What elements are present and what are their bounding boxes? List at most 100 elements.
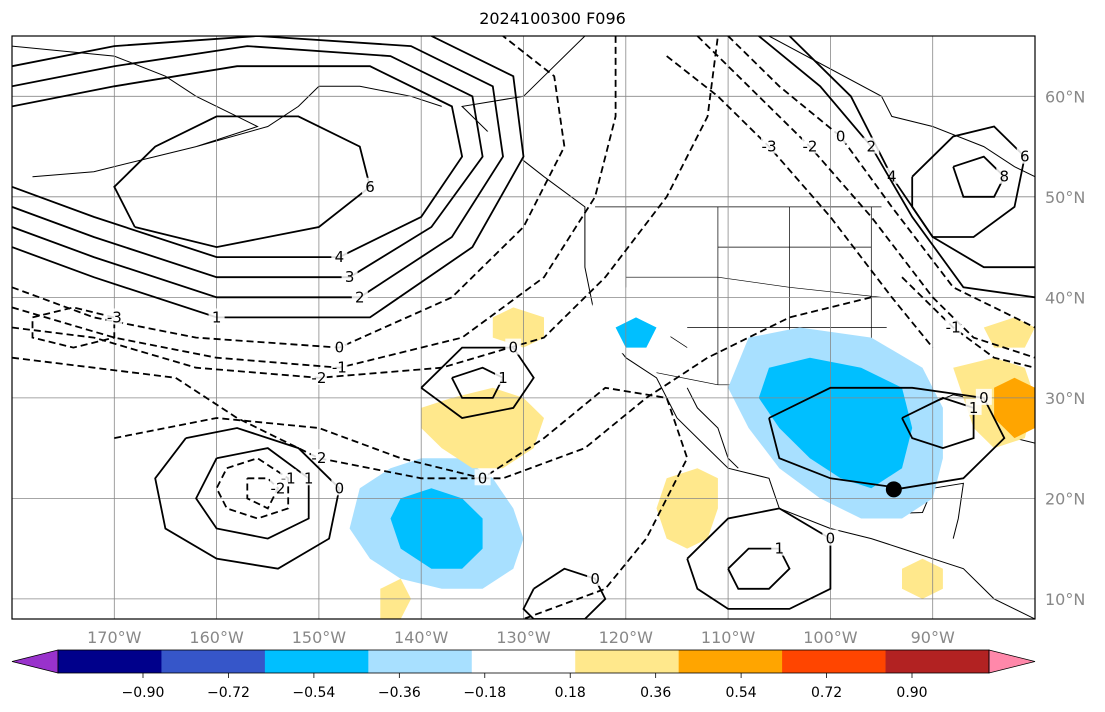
contour-label: 8 <box>1000 168 1010 186</box>
contour-label: 1 <box>969 399 979 417</box>
contour-line <box>952 155 1006 198</box>
y-tick-label: 50°N <box>1045 188 1085 207</box>
contour-label: 0 <box>826 530 836 548</box>
x-tick-label: 140°W <box>394 628 449 647</box>
contour-label: 0 <box>508 339 518 357</box>
contour-line <box>12 36 525 319</box>
colorbar-tick-label: 0.72 <box>811 685 842 701</box>
contour-label: 0 <box>590 570 600 588</box>
colorbar-segment <box>782 650 887 673</box>
contour-line <box>12 296 872 480</box>
colorbar-segment <box>885 650 990 673</box>
contour-label: 1 <box>498 369 508 387</box>
x-tick-label: 120°W <box>599 628 654 647</box>
contour-label-bg <box>310 368 327 385</box>
colorbar-tick-label: 0.36 <box>640 685 671 701</box>
colorbar-tick-label: −0.36 <box>378 685 421 701</box>
contour-line <box>12 65 464 258</box>
contour-label-bg <box>505 338 522 355</box>
contour-line <box>114 386 689 619</box>
colorbar-segment <box>471 650 576 673</box>
contour-label-bg <box>341 268 358 285</box>
contour-label-bg <box>801 137 818 154</box>
x-tick-label: 90°W <box>911 628 955 647</box>
contour-line <box>246 477 280 510</box>
shaded-region <box>983 317 1035 348</box>
shaded-region <box>758 357 913 489</box>
contour-line <box>12 36 719 379</box>
contour-label: 1 <box>212 308 222 326</box>
shaded-region <box>492 307 544 348</box>
chart-title: 2024100300 F096 <box>479 9 626 28</box>
contour-label-bg <box>269 479 286 496</box>
coastline-layer <box>12 36 1035 619</box>
contour-label-bg <box>300 469 317 486</box>
contour-label: 2 <box>867 138 877 156</box>
shaded-region <box>994 377 1035 439</box>
contour-line <box>113 115 372 249</box>
contour-label-bg <box>996 167 1013 184</box>
colorbar-segment <box>575 650 680 673</box>
colorbar-tick-label: −0.90 <box>122 685 165 701</box>
contour-line <box>12 45 484 279</box>
contour-label-bg <box>331 248 348 265</box>
contour-label-bg <box>208 308 225 325</box>
x-tick-label: 130°W <box>496 628 551 647</box>
contour-label: 0 <box>979 389 989 407</box>
contour-line <box>31 306 116 349</box>
contour-line <box>758 36 1035 299</box>
contour-line <box>154 427 341 570</box>
contour-line <box>12 36 504 299</box>
colorbar-segment <box>58 650 162 673</box>
colorbar-segment <box>368 650 473 673</box>
y-tick-label: 20°N <box>1045 489 1085 508</box>
colorbar-tick-label: 0.54 <box>726 685 757 701</box>
x-tick-label: 150°W <box>292 628 347 647</box>
contour-label: -1 <box>332 359 347 377</box>
contour-label: 0 <box>478 469 488 487</box>
contour-label-bg <box>832 127 849 144</box>
contour-label-bg <box>863 137 880 154</box>
shaded-region <box>523 598 688 619</box>
contour-line <box>215 457 290 520</box>
contour-label-bg <box>474 469 491 486</box>
contour-label: 3 <box>345 268 355 286</box>
contour-label-bg <box>883 167 900 184</box>
contour-label: 0 <box>335 479 345 497</box>
colorbar-tick-label: −0.54 <box>292 685 335 701</box>
contour-label: 0 <box>335 339 345 357</box>
contour-label-bg <box>106 308 123 325</box>
contour-label: -3 <box>762 138 777 156</box>
x-tick-label: 160°W <box>189 628 244 647</box>
contour-label-bg <box>495 368 512 385</box>
contour-line <box>12 36 566 349</box>
contour-line <box>666 55 934 349</box>
shaded-region <box>73 96 135 137</box>
colorbar-tick-label: −0.72 <box>207 685 250 701</box>
shaded-region <box>93 488 166 569</box>
location-marker <box>885 481 902 498</box>
contour-label: -2 <box>311 369 326 387</box>
contour-label: 1 <box>774 540 784 558</box>
y-tick-label: 40°N <box>1045 288 1085 307</box>
contour-label: -2 <box>802 138 817 156</box>
contour-line <box>901 396 975 450</box>
colorbar: −0.90 −0.72 −0.54 −0.36 −0.18 0.18 0.36 0.54 0.7… <box>11 649 1036 701</box>
contour-line <box>696 36 1035 359</box>
contour-line <box>420 346 535 419</box>
coastline <box>32 146 197 178</box>
colorbar-tick-label: −0.18 <box>463 685 506 701</box>
contour-line <box>727 547 791 590</box>
colorbar-segment <box>161 650 266 673</box>
contour-label-bg <box>331 358 348 375</box>
contour-label-bg <box>822 529 839 546</box>
contour-label: -3 <box>107 308 122 326</box>
contour-line <box>727 36 1035 329</box>
y-tick-label: 10°N <box>1045 590 1085 609</box>
contour-line <box>195 447 310 540</box>
coastline <box>686 387 739 469</box>
axis-labels: 170°W 160°W 150°W 140°W 130°W 120°W 110°W 100°W… <box>87 87 1085 647</box>
